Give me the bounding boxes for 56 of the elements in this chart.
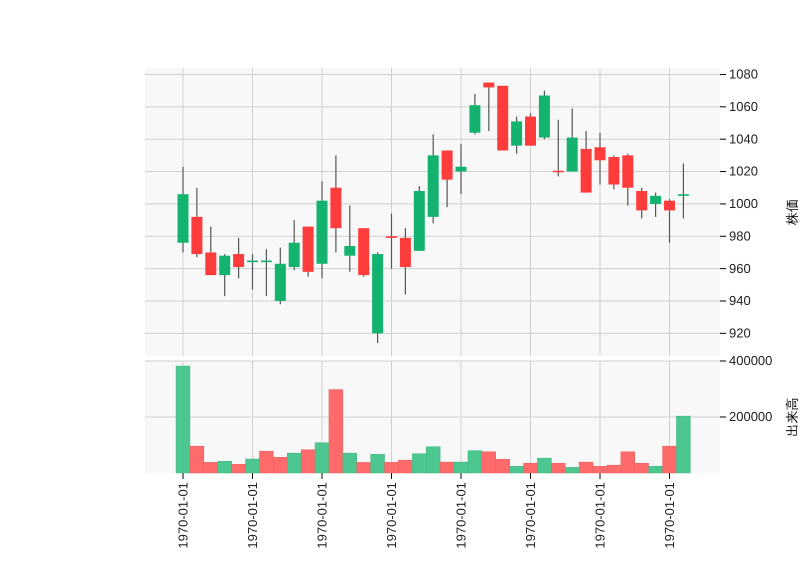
y-tick-label: 920	[729, 326, 751, 341]
y-axis-title: 株価	[786, 199, 800, 226]
bar	[231, 464, 246, 474]
candlestick	[636, 187, 648, 220]
bar	[328, 389, 344, 474]
candlestick	[233, 237, 244, 279]
candlestick	[247, 253, 258, 290]
candlestick	[386, 213, 397, 270]
x-tick-label: 1970-01-01	[523, 482, 538, 549]
candlestick	[483, 82, 494, 132]
x-tick-label: 1970-01-01	[245, 482, 260, 549]
candlestick	[205, 226, 216, 276]
bar	[648, 466, 663, 474]
bar	[523, 462, 538, 474]
candlestick	[678, 162, 689, 220]
candlestick	[219, 253, 230, 297]
candlestick	[650, 192, 662, 218]
bar	[287, 452, 302, 474]
y-tick-label: 960	[729, 260, 751, 276]
candlestick	[552, 119, 564, 178]
y-tick-label: 400000	[729, 353, 772, 368]
bar	[509, 466, 524, 474]
candlestick	[456, 143, 466, 195]
x-tick-label: 1970-01-01	[662, 482, 678, 549]
candlestick	[344, 204, 356, 272]
y-tick-label: 940	[729, 293, 751, 308]
bar	[440, 462, 454, 474]
y-tick-label: 1060	[729, 98, 758, 114]
x-tick-label: 1970-01-01	[592, 482, 608, 549]
x-tick-label: 1970-01-01	[314, 482, 330, 549]
bar	[314, 442, 330, 474]
bar	[218, 460, 232, 474]
y-tick-label: 1040	[729, 131, 758, 146]
y-tick-label: 1080	[729, 66, 758, 82]
y-axis-title: 出来高	[784, 398, 800, 436]
bar	[662, 446, 677, 474]
x-tick-label: 1970-01-01	[176, 482, 191, 549]
bar	[537, 458, 552, 474]
bar	[245, 458, 260, 474]
bar	[370, 454, 385, 474]
bar	[551, 462, 566, 474]
bar	[300, 450, 316, 474]
bar	[676, 416, 691, 474]
x-tick-label: 1970-01-01	[454, 482, 469, 549]
bar	[565, 467, 580, 474]
y-tick-label: 1000	[729, 196, 758, 212]
candlestick	[664, 198, 675, 244]
y-tick-label: 1020	[729, 164, 758, 179]
bar	[342, 452, 357, 474]
y-tick-label: 980	[729, 228, 751, 244]
candlestick	[594, 132, 606, 186]
y-tick-label: 200000	[729, 409, 772, 424]
bar	[176, 366, 190, 474]
x-tick-label: 1970-01-01	[384, 482, 400, 549]
candlestick	[260, 248, 272, 297]
bar	[356, 462, 371, 474]
